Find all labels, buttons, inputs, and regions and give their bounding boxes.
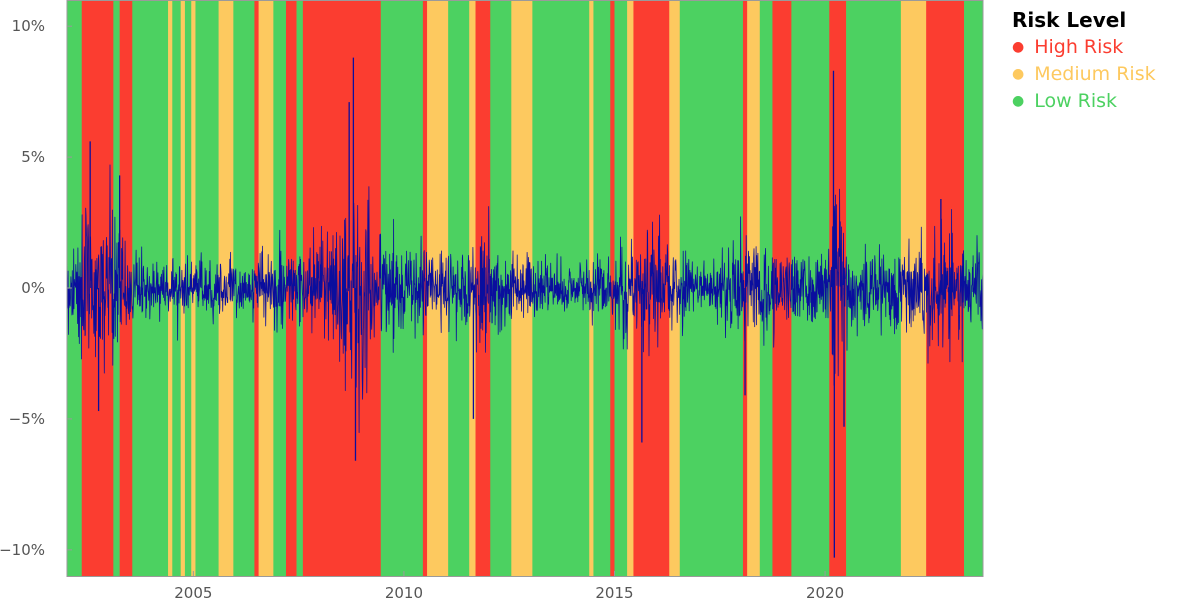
regime-band-high	[772, 0, 792, 576]
y-tick-label: 5%	[21, 148, 45, 166]
legend-dot-low-risk-icon: ●	[1012, 93, 1025, 109]
x-tick-label: 2020	[806, 584, 844, 602]
y-tick-label: −10%	[0, 541, 45, 559]
daily-returns-line	[66, 164, 984, 433]
legend: Risk Level ● High Risk ● Medium Risk ● L…	[1012, 8, 1156, 115]
regime-band-medium	[589, 0, 594, 576]
x-tick-label: 2015	[595, 584, 633, 602]
legend-dot-medium-risk-icon: ●	[1012, 66, 1025, 82]
return-extreme-spikes	[89, 57, 942, 558]
x-axis: 2005 2010 2015 2020	[174, 571, 844, 602]
legend-label-medium-risk: Medium Risk	[1034, 63, 1156, 85]
legend-item-medium-risk: ● Medium Risk	[1012, 61, 1156, 88]
legend-item-high-risk: ● High Risk	[1012, 34, 1156, 61]
regime-band-low	[448, 0, 470, 576]
y-tick-label: 0%	[21, 279, 45, 297]
legend-title: Risk Level	[1012, 8, 1127, 32]
regime-band-medium	[168, 0, 173, 576]
legend-label-high-risk: High Risk	[1034, 36, 1124, 58]
regime-band-high	[610, 0, 615, 576]
legend-dot-high-risk-icon: ●	[1012, 39, 1025, 55]
legend-item-low-risk: ● Low Risk	[1012, 88, 1156, 115]
x-tick-label: 2010	[385, 584, 423, 602]
y-tick-label: 10%	[12, 17, 45, 35]
y-tick-label: −5%	[9, 410, 45, 428]
y-axis: 10% 5% 0% −5% −10%	[0, 17, 72, 559]
legend-label-low-risk: Low Risk	[1034, 90, 1118, 112]
x-tick-label: 2005	[174, 584, 212, 602]
